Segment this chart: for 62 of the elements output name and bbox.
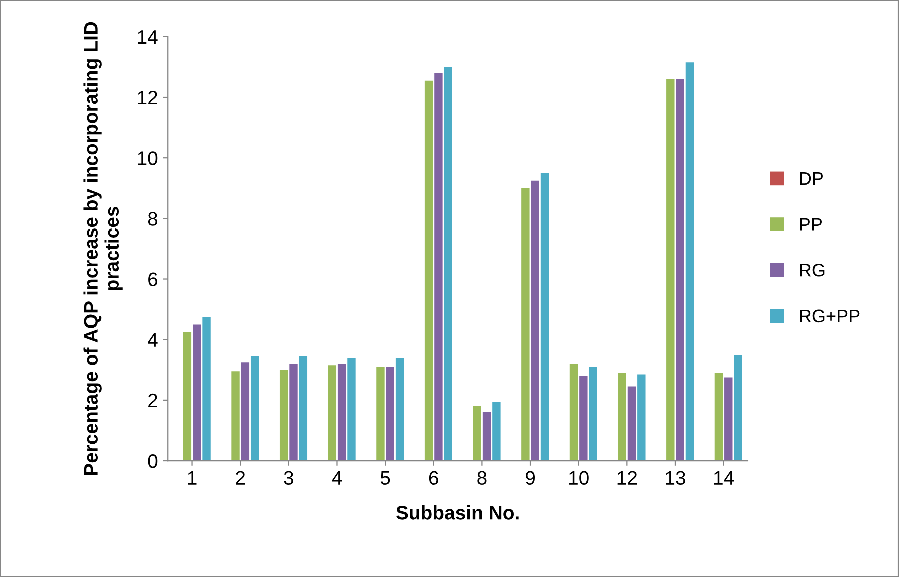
bar <box>183 332 192 462</box>
x-tick-label: 6 <box>429 471 438 486</box>
bar <box>250 356 260 462</box>
bar <box>492 402 501 462</box>
x-tick-label: 9 <box>526 471 536 486</box>
x-tick-label: 4 <box>332 471 342 485</box>
bar <box>290 364 298 462</box>
bar <box>338 364 346 462</box>
bar <box>434 73 443 462</box>
bar <box>348 358 356 462</box>
x-tick-label: 1 <box>188 471 197 485</box>
x-tick-label: 2 <box>236 471 246 485</box>
bar <box>570 364 578 462</box>
legend-label: PP <box>800 218 822 231</box>
bar <box>734 355 742 462</box>
bar <box>473 406 482 462</box>
bar <box>628 386 636 462</box>
y-tick-label: 12 <box>138 90 158 105</box>
bar <box>686 62 694 462</box>
y-tick-label: 2 <box>148 394 158 408</box>
bar <box>666 79 675 462</box>
bar <box>386 367 394 462</box>
x-tick-label: 13 <box>666 471 686 486</box>
legend-label: RG <box>800 264 825 277</box>
x-tick-label: 12 <box>618 471 638 485</box>
y-tick-label: 0 <box>148 454 158 468</box>
bar <box>531 180 540 462</box>
x-tick-label: 14 <box>714 471 734 485</box>
bar <box>376 367 385 462</box>
bar <box>193 324 202 462</box>
x-tick-label: 3 <box>284 471 294 486</box>
bar <box>299 356 308 462</box>
bar <box>580 376 588 462</box>
bar <box>328 366 337 462</box>
bar <box>724 378 733 462</box>
bar <box>482 412 492 462</box>
bar <box>202 317 211 462</box>
x-tick-label: 5 <box>380 471 390 486</box>
bar <box>241 362 250 462</box>
bar <box>396 358 404 462</box>
y-tick-label: 14 <box>138 30 158 44</box>
x-tick-label: 10 <box>570 471 589 486</box>
bar <box>714 373 724 462</box>
bar <box>424 80 434 462</box>
bar <box>540 173 550 462</box>
bar <box>676 79 684 462</box>
x-axis-title: Subbasin No. <box>396 506 519 520</box>
y-tick-label: 4 <box>148 334 158 347</box>
y-tick-label: 8 <box>148 212 158 226</box>
legend-label: DP <box>800 172 824 185</box>
bar <box>522 188 530 462</box>
bar <box>638 374 646 462</box>
y-tick-label: 6 <box>148 272 158 287</box>
bar <box>280 370 288 462</box>
bar <box>444 67 452 462</box>
x-tick-label: 8 <box>478 471 487 486</box>
bar <box>618 373 626 462</box>
bar <box>232 372 240 462</box>
y-tick-label: 10 <box>138 152 158 166</box>
bar <box>589 367 598 462</box>
y-axis-title: Percentage of AQP increase by incorporating LID practices <box>84 22 123 476</box>
legend-label: RG+PP <box>800 310 860 323</box>
